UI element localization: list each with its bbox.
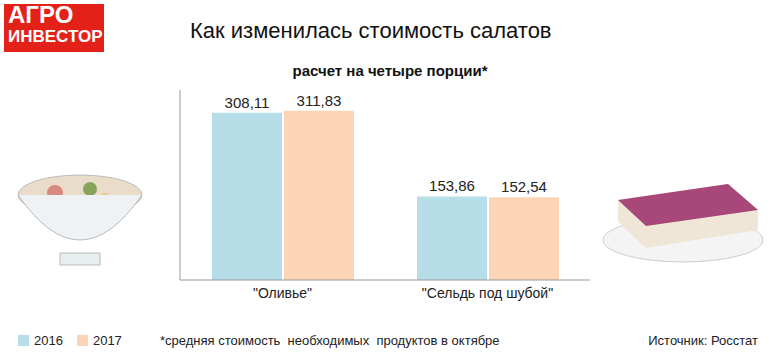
html-text:2017: 2017 <box>92 333 122 348</box>
html-text:*средняя стоимость необходимых: *средняя стоимость необходимых продуктов… <box>160 333 500 348</box>
html-text:АГРО: АГРО <box>8 1 74 28</box>
svg-text:308,11: 308,11 <box>225 94 270 111</box>
svg-text:"Сельдь под шубой": "Сельдь под шубой" <box>422 285 553 301</box>
html-text:ИНВЕСТОР: ИНВЕСТОР <box>8 27 103 46</box>
svg-text:152,54: 152,54 <box>501 178 547 195</box>
svg-text:"Оливье": "Оливье" <box>253 285 312 301</box>
html-text:расчет на четыре порции*: расчет на четыре порции* <box>292 62 488 79</box>
html-text:Как изменилась стоимость салат: Как изменилась стоимость салатов <box>190 18 552 43</box>
svg-text:153,86: 153,86 <box>429 177 475 194</box>
html-text:Источник: Росстат: Источник: Росстат <box>648 333 758 348</box>
svg-text:311,83: 311,83 <box>297 92 342 109</box>
html-text:2016: 2016 <box>34 333 63 348</box>
